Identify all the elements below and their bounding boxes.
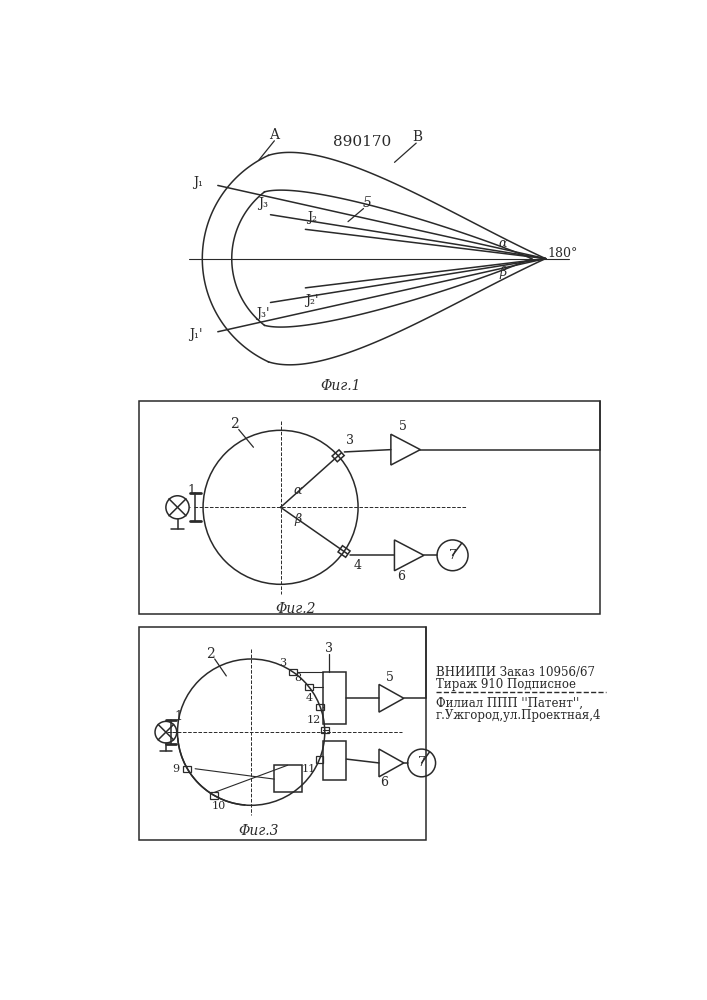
Text: 1: 1 — [174, 710, 182, 723]
Text: 7: 7 — [449, 549, 457, 562]
Bar — [289, 669, 297, 675]
Text: 7: 7 — [418, 756, 426, 769]
Text: 3: 3 — [279, 658, 286, 668]
Text: 10: 10 — [212, 801, 226, 811]
Text: 5: 5 — [363, 196, 372, 210]
Text: 8: 8 — [295, 673, 302, 683]
Text: Φиг.3: Φиг.3 — [239, 824, 279, 838]
Text: J₃': J₃' — [256, 307, 269, 320]
Text: β: β — [294, 513, 301, 526]
Text: 12: 12 — [307, 715, 321, 725]
Text: J₂': J₂' — [305, 294, 318, 307]
Text: 3: 3 — [346, 434, 354, 447]
Text: β: β — [499, 266, 507, 279]
Text: α: α — [293, 484, 302, 497]
Text: 5: 5 — [399, 420, 407, 433]
Bar — [184, 766, 191, 772]
Text: 2: 2 — [230, 417, 238, 431]
Bar — [332, 450, 344, 462]
Text: Φиг.1: Φиг.1 — [320, 379, 361, 393]
Bar — [323, 672, 346, 724]
Text: J₂: J₂ — [307, 211, 317, 224]
Text: B: B — [413, 130, 423, 144]
Text: J₃: J₃ — [258, 197, 268, 210]
Text: Φиг.2: Φиг.2 — [276, 602, 316, 616]
Text: 11: 11 — [301, 764, 315, 774]
Text: 890170: 890170 — [333, 135, 391, 149]
Bar — [305, 684, 313, 690]
Bar — [317, 704, 325, 710]
Text: 9: 9 — [173, 764, 180, 774]
Text: A: A — [269, 128, 279, 142]
Text: J₁: J₁ — [192, 176, 203, 189]
Bar — [315, 756, 323, 763]
Text: α: α — [498, 237, 507, 250]
Text: 5: 5 — [386, 671, 394, 684]
Text: 4: 4 — [354, 559, 362, 572]
Text: J₁': J₁' — [189, 328, 203, 341]
Bar — [321, 727, 329, 733]
Bar — [211, 792, 218, 799]
Text: 6: 6 — [380, 776, 387, 789]
Text: Филиал ППП ''Патент'',: Филиал ППП ''Патент'', — [436, 696, 583, 709]
Bar — [274, 765, 301, 792]
Bar — [139, 627, 426, 840]
Text: ВНИИПИ Заказ 10956/67: ВНИИПИ Заказ 10956/67 — [436, 666, 595, 679]
Text: 4: 4 — [306, 693, 313, 703]
Text: 180°: 180° — [547, 247, 578, 260]
Text: г.Ужгород,ул.Проектная,4: г.Ужгород,ул.Проектная,4 — [436, 709, 601, 722]
Text: Тираж 910 Подписное: Тираж 910 Подписное — [436, 678, 575, 691]
Text: 1: 1 — [187, 484, 195, 497]
Text: 6: 6 — [397, 570, 404, 583]
Bar — [338, 546, 350, 557]
Bar — [139, 401, 600, 614]
Text: 3: 3 — [325, 642, 332, 655]
Text: 2: 2 — [206, 647, 215, 661]
Bar — [323, 741, 346, 780]
